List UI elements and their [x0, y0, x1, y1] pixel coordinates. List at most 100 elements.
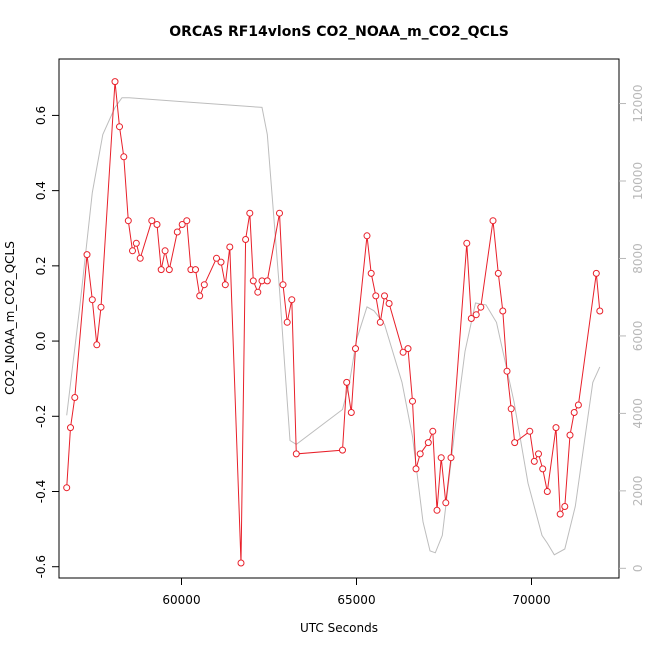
data-point — [376, 318, 384, 326]
left-y-axis: -0.6 -0.4 -0.2 0.0 0.2 0.4 0.6 — [34, 106, 59, 578]
chart-title: ORCAS RF14vlonS CO2_NOAA_m_CO2_QCLS — [169, 24, 509, 40]
data-point — [412, 465, 420, 473]
data-point — [237, 559, 245, 567]
data-point — [221, 281, 229, 289]
data-point — [447, 454, 455, 462]
data-point — [526, 427, 534, 435]
y2-tick-label: 10000 — [631, 162, 645, 200]
data-point — [183, 217, 191, 225]
y2-tick-label: 2000 — [631, 476, 645, 507]
y2-tick-label: 4000 — [631, 398, 645, 429]
data-point — [129, 247, 136, 255]
data-point — [499, 307, 507, 315]
data-point — [511, 439, 519, 447]
data-point — [592, 269, 600, 277]
y-tick-label: 0.6 — [34, 106, 48, 125]
data-point — [409, 397, 416, 405]
data-point — [246, 209, 254, 217]
data-point — [161, 247, 169, 255]
data-point — [574, 401, 582, 409]
y-tick-label: 0.4 — [34, 181, 48, 200]
data-point — [124, 217, 132, 225]
y-tick-label: -0.4 — [34, 480, 48, 503]
x-tick-label: 70000 — [512, 593, 550, 607]
data-point — [276, 209, 283, 217]
data-point — [552, 424, 560, 432]
data-point — [385, 300, 393, 307]
data-point — [88, 296, 96, 304]
data-point — [503, 367, 511, 375]
data-point — [192, 266, 199, 274]
data-point — [178, 221, 186, 228]
data-point — [472, 311, 480, 319]
y-axis-label: CO2_NOAA_m_CO2_QCLS — [3, 241, 17, 395]
data-point — [442, 499, 450, 507]
data-point — [263, 277, 271, 285]
x-axis: 60000 65000 70000 — [162, 578, 551, 607]
data-point — [363, 232, 371, 240]
y-tick-label: -0.2 — [34, 405, 48, 428]
series-layer — [63, 78, 604, 567]
y2-tick-label: 6000 — [631, 321, 645, 352]
data-point — [157, 266, 165, 274]
data-point — [173, 228, 181, 236]
data-point — [433, 506, 441, 514]
data-point — [494, 269, 502, 277]
data-point — [165, 266, 173, 274]
data-point — [399, 348, 407, 356]
data-point — [404, 345, 412, 353]
y2-tick-label: 0 — [631, 564, 645, 572]
data-point — [535, 450, 542, 458]
data-point — [507, 405, 515, 413]
data-point — [477, 303, 485, 311]
data-point — [543, 488, 551, 495]
data-point — [339, 446, 346, 454]
data-point — [489, 217, 497, 225]
data-point — [63, 484, 71, 492]
data-point — [566, 431, 574, 439]
data-point — [561, 503, 569, 510]
data-point — [153, 221, 161, 228]
plot-area-frame — [58, 58, 620, 579]
data-point — [570, 409, 578, 416]
data-point — [93, 341, 101, 349]
data-point — [279, 281, 287, 289]
data-point — [120, 153, 128, 161]
data-point — [83, 251, 91, 259]
data-point — [200, 281, 208, 289]
data-point — [132, 239, 140, 247]
right-y-axis: 0 2000 4000 6000 8000 10000 12000 — [619, 84, 645, 572]
data-point — [226, 243, 234, 251]
y2-tick-label: 12000 — [631, 84, 645, 122]
data-point — [97, 303, 105, 311]
data-point — [217, 258, 225, 266]
series-line-diff — [66, 81, 601, 564]
data-point — [148, 217, 156, 225]
data-point — [429, 427, 437, 435]
y-tick-label: 0.2 — [34, 256, 48, 275]
data-point — [463, 239, 471, 247]
data-point — [116, 123, 123, 131]
data-point — [367, 269, 375, 277]
data-point — [381, 292, 388, 300]
data-point — [530, 457, 538, 465]
data-point — [437, 454, 445, 462]
data-point — [292, 450, 300, 458]
data-point — [213, 254, 220, 262]
data-point — [372, 292, 380, 300]
data-point — [539, 465, 547, 473]
y-tick-label: -0.6 — [34, 555, 48, 578]
y-tick-label: 0.0 — [34, 332, 48, 351]
data-point — [556, 510, 564, 518]
x-tick-label: 65000 — [337, 593, 375, 607]
data-point — [242, 236, 250, 243]
data-point — [416, 450, 424, 458]
y2-tick-label: 8000 — [631, 243, 645, 274]
data-point — [424, 439, 432, 447]
data-point — [467, 315, 475, 322]
x-tick-label: 60000 — [162, 593, 200, 607]
data-point — [254, 288, 262, 296]
data-point — [71, 394, 79, 401]
data-point — [111, 78, 119, 86]
